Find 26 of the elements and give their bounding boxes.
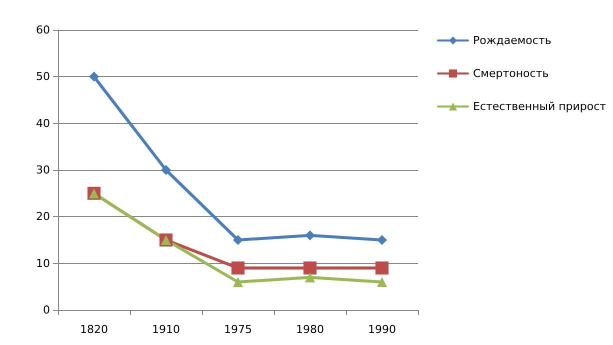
- x-tick-label: 1980: [296, 323, 324, 336]
- y-tick-label: 60: [36, 24, 50, 36]
- point: [377, 277, 387, 287]
- point: [89, 72, 99, 82]
- x-tick-label: 1975: [224, 323, 252, 336]
- point: [305, 230, 315, 240]
- x-tick-label: 1910: [152, 323, 180, 336]
- x-tick-label: 1990: [368, 323, 396, 336]
- legend-label: Естественный прирост: [473, 100, 607, 113]
- point: [376, 262, 388, 274]
- y-tick-label: 30: [36, 164, 50, 176]
- y-tick-label: 10: [36, 256, 50, 270]
- point: [232, 262, 244, 274]
- point: [305, 272, 315, 282]
- y-tick-label: 0: [43, 304, 50, 316]
- point: [233, 277, 243, 287]
- legend-label: Смертоность: [473, 67, 549, 80]
- point: [304, 262, 316, 274]
- y-tick-label: 40: [36, 116, 50, 130]
- point: [161, 165, 171, 175]
- point: [377, 235, 387, 245]
- y-tick-label: 20: [36, 210, 50, 224]
- x-tick-label: 1820: [80, 323, 108, 336]
- legend-label: Рождаемость: [473, 34, 552, 47]
- point: [233, 235, 243, 245]
- y-tick-label: 50: [36, 70, 50, 84]
